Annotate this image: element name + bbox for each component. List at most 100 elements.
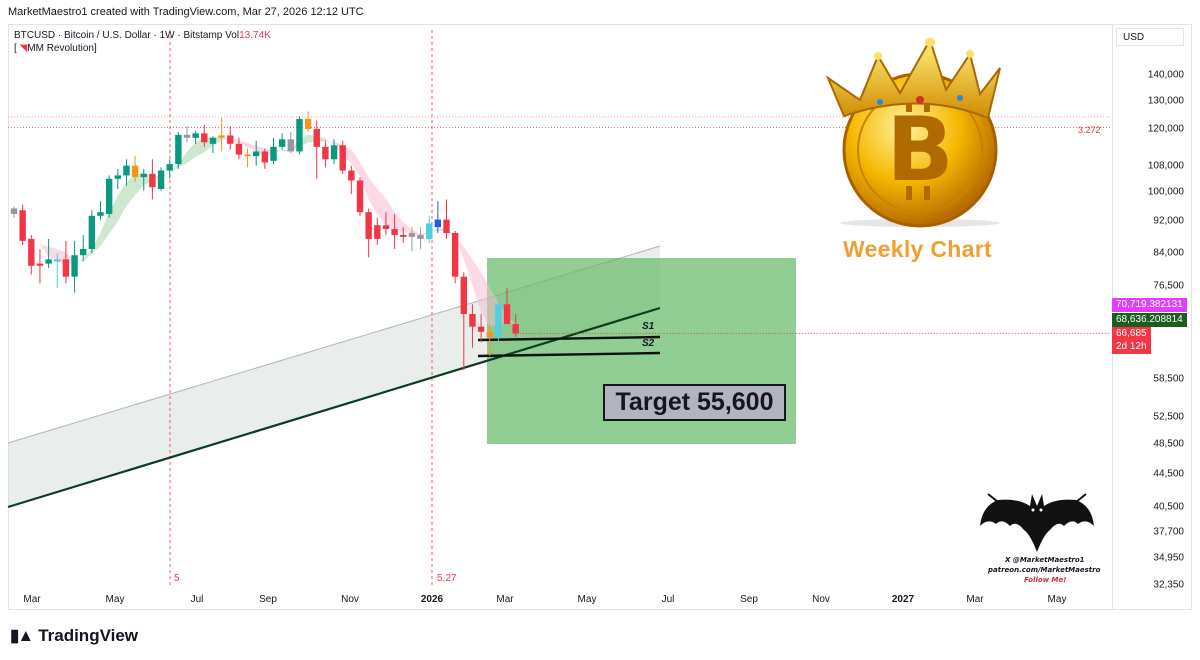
- time-tick-label: 2026: [420, 594, 444, 605]
- ribbon-segment: [238, 140, 248, 148]
- volume-value: 13.74K: [239, 30, 271, 41]
- ribbon-segment: [169, 163, 179, 174]
- long-term-trendline: [7, 306, 661, 509]
- candle-body: [28, 238, 35, 266]
- candle-body: [97, 212, 104, 216]
- candle-body: [322, 146, 329, 160]
- ribbon-segment: [135, 172, 144, 196]
- candle-body: [365, 212, 372, 239]
- candle-body: [391, 229, 398, 235]
- indicator-legend[interactable]: [ ◥MM Revolution]: [14, 43, 97, 54]
- fib-extension-label: 3.272: [1078, 125, 1101, 135]
- candle-body: [477, 326, 485, 332]
- price-tick-label: 58,500: [1153, 373, 1184, 385]
- weekly-chart-label: Weekly Chart: [843, 236, 992, 262]
- symbol-line: BTCUSD · Bitcoin / U.S. Dollar · 1W · Bi…: [14, 30, 223, 41]
- chart-credit: MarketMaestro1 created with TradingView.…: [8, 6, 364, 18]
- chart-frame: [8, 24, 1192, 610]
- price-tick-label: 32,350: [1153, 579, 1184, 591]
- price-tick-label: 44,500: [1153, 468, 1184, 480]
- candle-body: [469, 314, 476, 327]
- candle-body: [123, 165, 130, 176]
- candle-body: [374, 225, 381, 239]
- candle-body: [54, 259, 61, 262]
- candle-body: [45, 259, 52, 264]
- candle-body: [149, 173, 156, 188]
- candle-body: [486, 331, 493, 338]
- ribbon-segment: [187, 142, 196, 164]
- vertical-marker-label-1: 5: [174, 573, 180, 584]
- candle-body: [105, 178, 113, 214]
- tradingview-mark-icon: ▮▲: [10, 626, 34, 645]
- candle-body: [80, 248, 87, 256]
- bat-logo: [978, 488, 1096, 558]
- candle-body: [382, 225, 390, 230]
- candle-body: [503, 304, 511, 325]
- svg-text:B: B: [886, 98, 953, 201]
- ribbon-segment: [377, 188, 386, 227]
- price-tick-label: 52,500: [1153, 411, 1184, 423]
- candle-body: [278, 139, 286, 147]
- candle-body: [201, 133, 208, 143]
- price-tick-label: 100,000: [1147, 186, 1184, 198]
- candle-body: [270, 146, 277, 161]
- last-price-label: 66,685: [1112, 327, 1151, 341]
- candle-body: [71, 255, 78, 277]
- time-tick-label: Mar: [23, 594, 41, 605]
- ribbon-segment: [429, 228, 438, 233]
- ribbon-segment: [109, 195, 118, 234]
- candle-body: [426, 223, 433, 239]
- currency-button[interactable]: USD: [1116, 28, 1184, 46]
- tradingview-logo[interactable]: ▮▲ TradingView: [10, 626, 138, 646]
- ribbon-segment: [472, 259, 482, 312]
- support-s2-label: S2: [642, 338, 655, 349]
- indicator-icon: ◥: [19, 43, 28, 54]
- time-tick-label: Nov: [341, 594, 359, 605]
- candle-body: [512, 324, 519, 334]
- candle-body: [451, 232, 459, 277]
- candle-body: [183, 134, 191, 138]
- candle-body: [209, 137, 217, 144]
- candle-body: [408, 232, 416, 237]
- time-tick-label: Mar: [496, 594, 514, 605]
- price-tick-label: 48,500: [1153, 438, 1184, 450]
- ribbon-segment: [481, 271, 490, 328]
- support-s1-line: [477, 335, 661, 342]
- ribbon-segment: [117, 182, 127, 222]
- candle-body: [166, 164, 173, 171]
- time-tick-label: May: [577, 594, 597, 605]
- indicator-name: MM Revolution: [27, 43, 94, 54]
- candle-body: [495, 304, 502, 338]
- ribbon-segment: [100, 213, 110, 247]
- support-s1-label: S1: [642, 321, 655, 332]
- bat-patreon: patreon.com/MarketMaestro: [988, 566, 1101, 574]
- time-tick-label: 2027: [891, 594, 915, 605]
- candle-body: [460, 276, 467, 315]
- price-tick-label: 34,950: [1153, 552, 1184, 564]
- price-tick-label: 76,500: [1153, 280, 1184, 292]
- price-tick-label: 120,000: [1147, 123, 1184, 135]
- candle-body: [400, 234, 407, 237]
- candle-body: [287, 139, 294, 152]
- ribbon-segment: [83, 248, 92, 262]
- price-label-1: 70,719.382131: [1112, 298, 1187, 312]
- target-label[interactable]: Target 55,600: [603, 384, 786, 421]
- price-tick-label: 84,000: [1153, 247, 1184, 259]
- candle-body: [140, 173, 147, 178]
- ribbon-segment: [385, 198, 395, 233]
- ribbon-segment: [463, 246, 473, 286]
- price-tick-label: 140,000: [1147, 69, 1184, 81]
- time-tick-label: Sep: [259, 594, 277, 605]
- candle-body: [313, 129, 320, 147]
- candle-body: [114, 175, 121, 179]
- ribbon-segment: [39, 243, 49, 258]
- candle-body: [227, 135, 234, 144]
- ribbon-segment: [126, 174, 136, 206]
- candle-body: [417, 234, 424, 239]
- bat-x-handle: X @MarketMaestro1: [1005, 556, 1085, 564]
- candle-body: [175, 134, 182, 165]
- candle-body: [157, 170, 165, 189]
- candle-body: [261, 151, 269, 163]
- symbol-legend[interactable]: BTCUSD · Bitcoin / U.S. Dollar · 1W · Bi…: [14, 30, 271, 41]
